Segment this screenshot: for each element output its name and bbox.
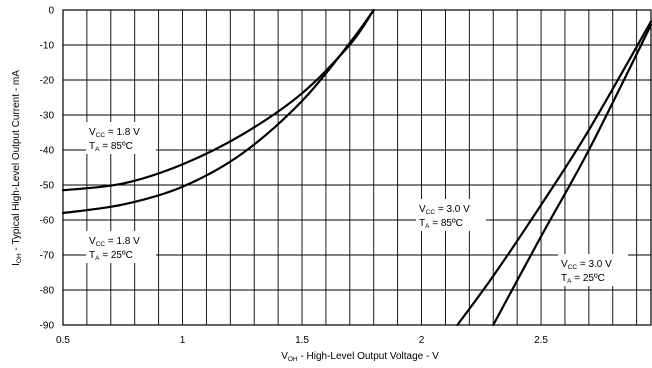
x-tick-label: 1.5 (295, 335, 309, 346)
svg-text:VCC = 3.0 V: VCC = 3.0 V (419, 204, 470, 216)
svg-text:TA = 85ºC: TA = 85ºC (89, 141, 133, 153)
y-tick-label: 0 (48, 6, 54, 17)
y-tick-label: -30 (40, 111, 55, 122)
svg-text:TA = 25ºC: TA = 25ºC (89, 250, 133, 262)
y-tick-label: -20 (40, 76, 55, 87)
svg-text:VCC = 3.0 V: VCC = 3.0 V (561, 259, 612, 271)
y-tick-label: -40 (40, 146, 55, 157)
y-tick-label: -50 (40, 181, 55, 192)
x-tick-label: 0.5 (56, 335, 70, 346)
x-tick-label: 2 (419, 335, 425, 346)
curve-vcc-3.0v-ta-85c (456, 20, 652, 327)
y-axis-title: IOH - Typical High-Level Output Current … (11, 70, 23, 266)
y-tick-labels: 0 -10 -20 -30 -40 -50 -60 -70 -80 -90 (40, 6, 55, 332)
y-tick-label: -90 (40, 321, 55, 332)
svg-text:VCC = 1.8 V: VCC = 1.8 V (89, 127, 140, 139)
annotation-vcc-3.0v-ta-25c: VCC = 3.0 V TA = 25ºC (558, 254, 628, 286)
svg-text:TA = 85ºC: TA = 85ºC (419, 218, 463, 230)
svg-text:VCC = 1.8 V: VCC = 1.8 V (89, 236, 140, 248)
y-tick-label: -10 (40, 41, 55, 52)
x-tick-labels: 0.5 1 1.5 2 2.5 (56, 335, 548, 346)
grid (63, 10, 651, 325)
y-tick-label: -60 (40, 216, 55, 227)
series-layer (61, 8, 652, 327)
annotation-vcc-3.0v-ta-85c: VCC = 3.0 V TA = 85ºC (416, 199, 486, 231)
curve-vcc-1.8v-ta-25c (61, 8, 375, 215)
annotation-vcc-1.8v-ta-85c: VCC = 1.8 V TA = 85ºC (86, 122, 156, 154)
x-tick-label: 2.5 (534, 335, 548, 346)
curve-vcc-3.0v-ta-25c (492, 23, 652, 327)
y-tick-label: -70 (40, 251, 55, 262)
x-tick-label: 1 (180, 335, 186, 346)
x-axis-title: VOH - High-Level Output Voltage - V (281, 351, 439, 363)
y-tick-label: -80 (40, 286, 55, 297)
annotation-vcc-1.8v-ta-25c: VCC = 1.8 V TA = 25ºC (86, 231, 156, 263)
svg-text:TA = 25ºC: TA = 25ºC (561, 273, 605, 285)
plot-frame (62, 9, 652, 326)
